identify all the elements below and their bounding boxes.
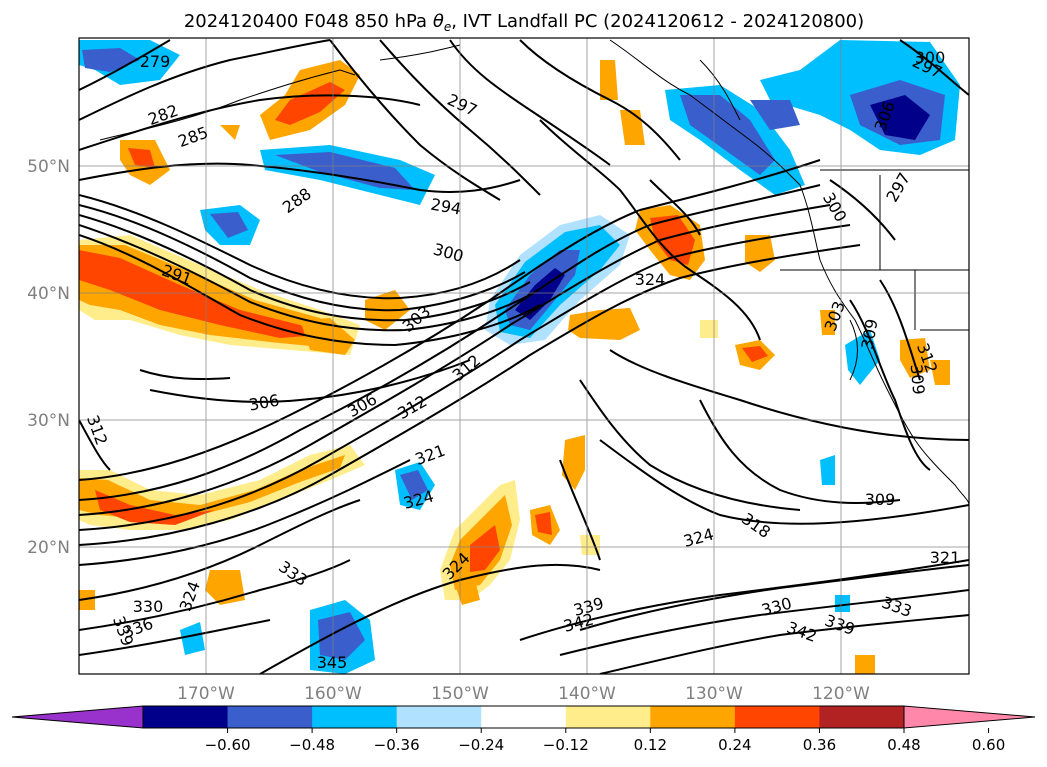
colorbar-tick-label: 0.12 bbox=[634, 736, 667, 754]
lon-label: 130°W bbox=[685, 684, 743, 704]
figure-title: 2024120400 F048 850 hPa θe, IVT Landfall… bbox=[184, 11, 864, 34]
contour-label: 309 bbox=[907, 363, 929, 395]
colorbar-swatch bbox=[481, 706, 567, 728]
contour-label: 321 bbox=[930, 548, 961, 567]
contour-label: 300 bbox=[915, 48, 946, 67]
colorbar: −0.60 −0.48 −0.36 −0.24 −0.12 0.12 0.24 0.36 0.4… bbox=[11, 705, 1036, 754]
coastlines bbox=[99, 39, 969, 506]
lon-label: 140°W bbox=[558, 684, 616, 704]
graticule bbox=[79, 38, 969, 674]
lat-label: 20°N bbox=[27, 538, 70, 558]
contour-label: 345 bbox=[317, 653, 348, 672]
theta-e-contours bbox=[79, 39, 969, 674]
colorbar-swatch bbox=[650, 706, 736, 728]
latitude-labels: 50°N 40°N 30°N 20°N bbox=[27, 157, 70, 558]
colorbar-tick-label: −0.36 bbox=[374, 736, 420, 754]
lon-label: 150°W bbox=[431, 684, 489, 704]
colorbar-swatch bbox=[565, 706, 651, 728]
colorbar-swatch bbox=[819, 706, 905, 728]
colorbar-frame bbox=[142, 705, 905, 729]
colorbar-tick-label: 0.60 bbox=[972, 736, 1005, 754]
lat-label: 40°N bbox=[27, 284, 70, 304]
lon-label: 170°W bbox=[177, 684, 235, 704]
colorbar-swatch bbox=[396, 706, 482, 728]
colorbar-extend-low bbox=[11, 705, 144, 729]
lon-label: 160°W bbox=[304, 684, 362, 704]
contour-label: 330 bbox=[133, 597, 164, 616]
colorbar-tick-label: −0.24 bbox=[458, 736, 504, 754]
negative-shading bbox=[79, 40, 960, 674]
map-frame bbox=[78, 37, 970, 675]
colorbar-swatch bbox=[143, 706, 229, 728]
colorbar-tick-label: −0.48 bbox=[289, 736, 335, 754]
lat-label: 30°N bbox=[27, 411, 70, 431]
colorbar-tick-label: 0.48 bbox=[887, 736, 920, 754]
colorbar-tick-label: −0.60 bbox=[205, 736, 251, 754]
colorbar-tick-label: 0.36 bbox=[803, 736, 836, 754]
colorbar-extend-high bbox=[903, 705, 1036, 729]
longitude-labels: 170°W 160°W 150°W 140°W 130°W 120°W bbox=[177, 684, 870, 704]
contour-label: 309 bbox=[865, 490, 896, 509]
contour-label: 279 bbox=[140, 52, 171, 71]
colorbar-tick-label: −0.12 bbox=[543, 736, 589, 754]
lon-label: 120°W bbox=[812, 684, 870, 704]
colorbar-tick-label: 0.24 bbox=[718, 736, 751, 754]
contour-label: 324 bbox=[635, 270, 666, 289]
colorbar-swatch bbox=[734, 706, 820, 728]
lat-label: 50°N bbox=[27, 157, 70, 177]
colorbar-swatch bbox=[312, 706, 398, 728]
colorbar-swatch bbox=[227, 706, 313, 728]
